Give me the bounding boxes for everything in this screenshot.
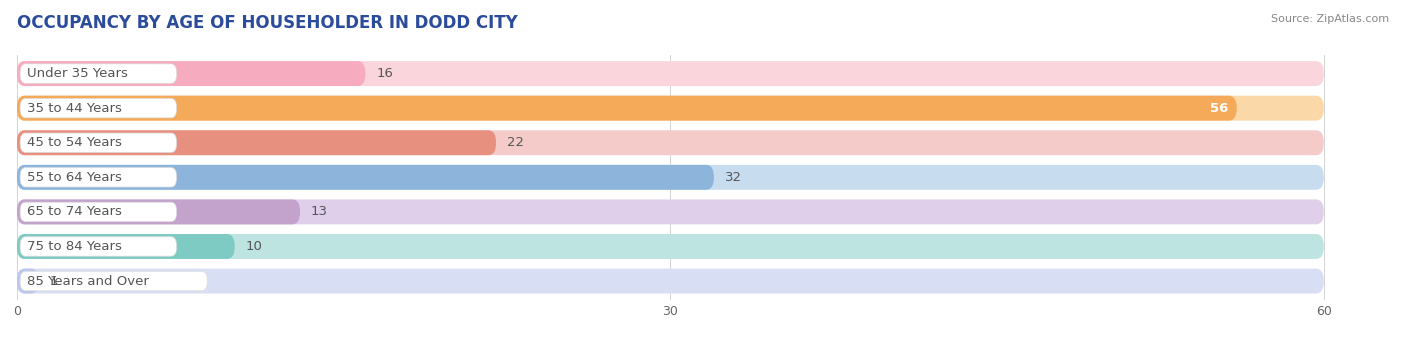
FancyBboxPatch shape xyxy=(20,99,177,118)
Text: 13: 13 xyxy=(311,205,328,218)
FancyBboxPatch shape xyxy=(20,168,177,187)
FancyBboxPatch shape xyxy=(17,61,1324,86)
Text: 32: 32 xyxy=(724,171,742,184)
FancyBboxPatch shape xyxy=(17,165,714,190)
Text: Source: ZipAtlas.com: Source: ZipAtlas.com xyxy=(1271,14,1389,24)
FancyBboxPatch shape xyxy=(20,237,177,256)
FancyBboxPatch shape xyxy=(17,165,1324,190)
FancyBboxPatch shape xyxy=(20,202,177,222)
Text: 35 to 44 Years: 35 to 44 Years xyxy=(27,102,121,115)
Text: 55 to 64 Years: 55 to 64 Years xyxy=(27,171,121,184)
Text: 56: 56 xyxy=(1209,102,1227,115)
FancyBboxPatch shape xyxy=(17,61,366,86)
Text: 75 to 84 Years: 75 to 84 Years xyxy=(27,240,121,253)
FancyBboxPatch shape xyxy=(17,269,38,294)
Text: Under 35 Years: Under 35 Years xyxy=(27,67,128,80)
FancyBboxPatch shape xyxy=(17,96,1237,121)
Text: 22: 22 xyxy=(508,136,524,149)
FancyBboxPatch shape xyxy=(17,130,496,155)
Text: 45 to 54 Years: 45 to 54 Years xyxy=(27,136,121,149)
FancyBboxPatch shape xyxy=(17,269,1324,294)
Text: 1: 1 xyxy=(49,275,58,287)
FancyBboxPatch shape xyxy=(20,64,177,83)
Text: OCCUPANCY BY AGE OF HOUSEHOLDER IN DODD CITY: OCCUPANCY BY AGE OF HOUSEHOLDER IN DODD … xyxy=(17,14,517,32)
FancyBboxPatch shape xyxy=(17,96,1324,121)
FancyBboxPatch shape xyxy=(17,234,235,259)
FancyBboxPatch shape xyxy=(17,199,299,224)
FancyBboxPatch shape xyxy=(17,130,1324,155)
FancyBboxPatch shape xyxy=(17,234,1324,259)
Text: 16: 16 xyxy=(377,67,394,80)
FancyBboxPatch shape xyxy=(20,133,177,152)
Text: 85 Years and Over: 85 Years and Over xyxy=(27,275,149,287)
Text: 65 to 74 Years: 65 to 74 Years xyxy=(27,205,121,218)
Text: 10: 10 xyxy=(246,240,263,253)
FancyBboxPatch shape xyxy=(17,199,1324,224)
FancyBboxPatch shape xyxy=(20,271,207,291)
